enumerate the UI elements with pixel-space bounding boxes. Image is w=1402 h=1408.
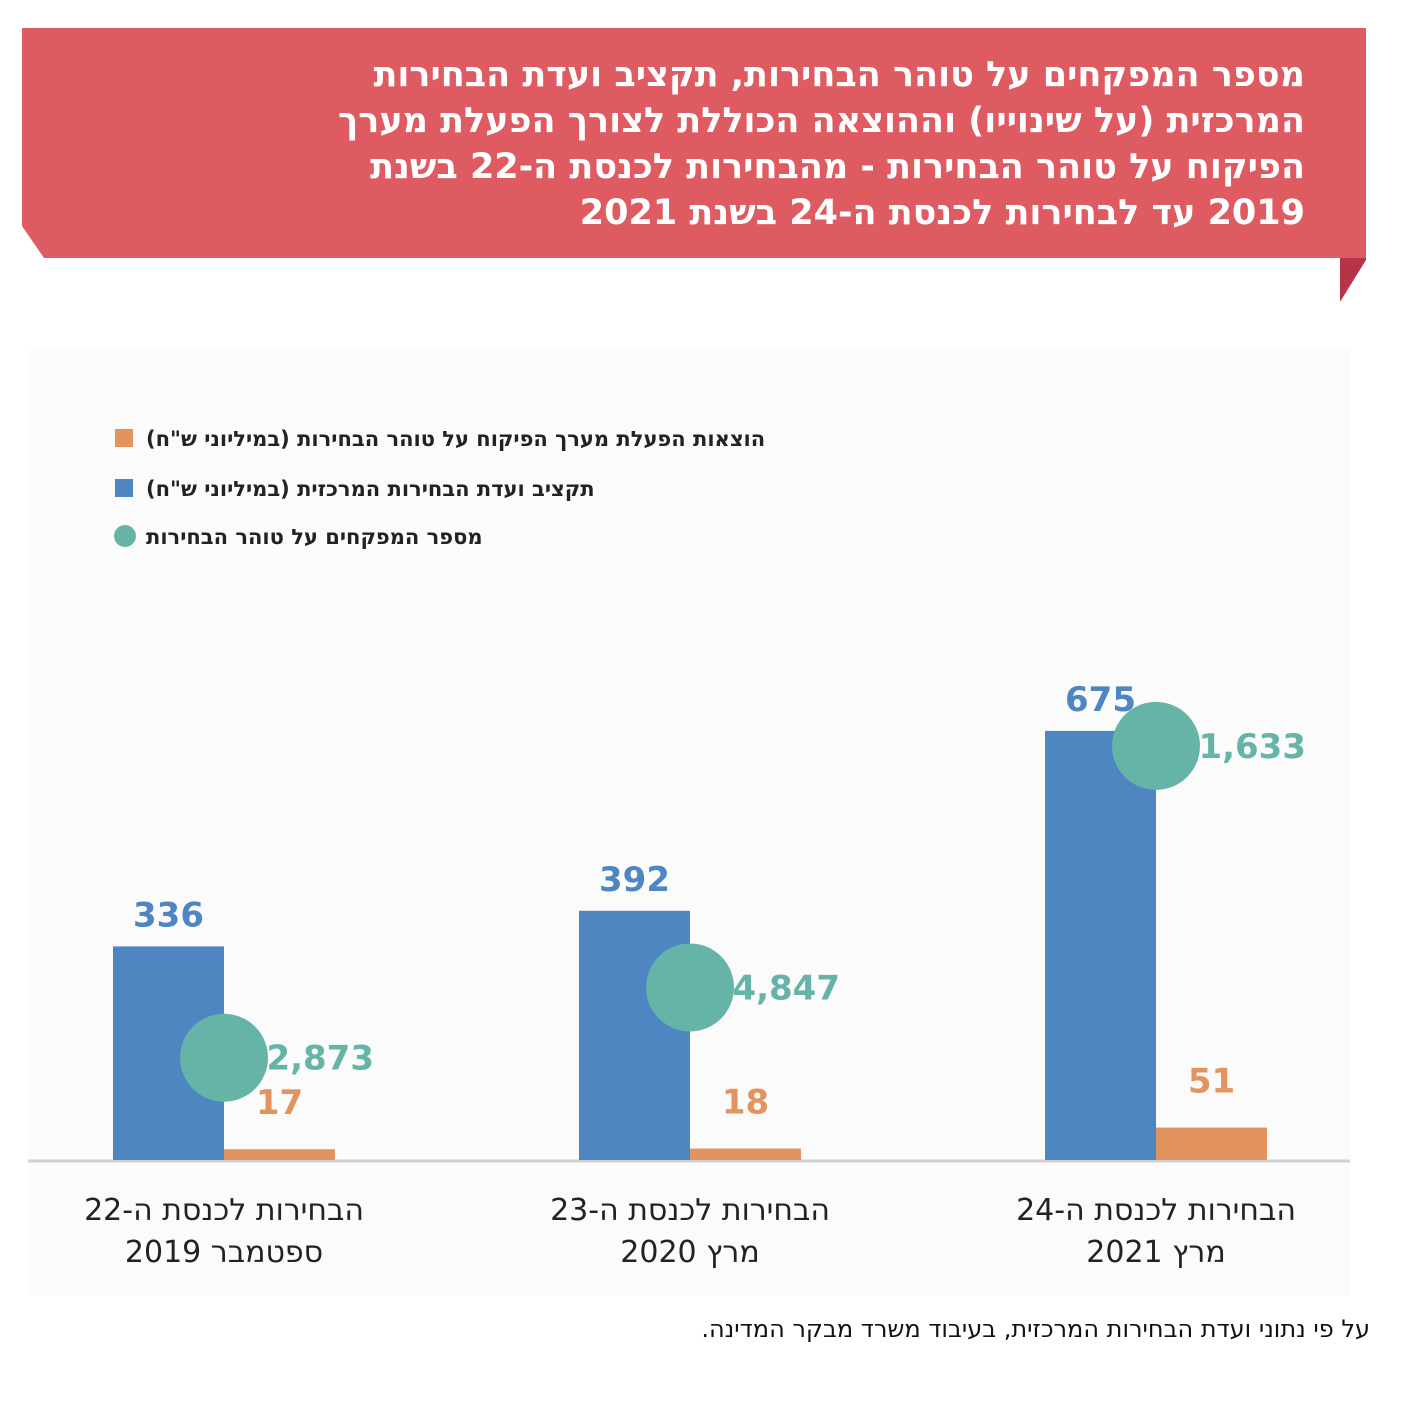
budget-value-label: 675 [1065, 680, 1136, 720]
chart-title: מספר המפקחים על טוהר הבחירות, תקציב ועדת… [130, 52, 1305, 236]
legend-label-supervisors: מספר המפקחים על טוהר הבחירות [146, 525, 483, 549]
election-chart: הוצאות הפעלת מערך הפיקוח על טוהר הבחירות… [28, 427, 1350, 1270]
supervisors-value-label: 4,847 [732, 968, 840, 1008]
expense-value-label: 17 [256, 1083, 303, 1123]
title-line: המרכזית (על שינוייו) וההוצאה הכוללת לצור… [338, 101, 1305, 141]
category-date-label: ספטמבר 2019 [125, 1235, 323, 1270]
title-line: הפיקוח על טוהר הבחירות - מהבחירות לכנסת … [370, 147, 1305, 187]
budget-value-label: 336 [133, 895, 204, 935]
expense-value-label: 51 [1188, 1062, 1235, 1102]
title-line: 2019 עד לבחירות לכנסת ה-24 בשנת 2021 [579, 193, 1305, 233]
supervisors-point [180, 1013, 268, 1102]
category-date-label: מרץ 2021 [1086, 1235, 1225, 1270]
supervisors-value-label: 11,633 [1175, 727, 1306, 767]
expense-value-label: 18 [722, 1083, 769, 1123]
budget-bar [1045, 730, 1156, 1160]
title-line: מספר המפקחים על טוהר הבחירות, תקציב ועדת… [373, 55, 1305, 95]
legend-label-expense: הוצאות הפעלת מערך הפיקוח על טוהר הבחירות… [146, 427, 765, 451]
category-label: הבחירות לכנסת ה-23 [550, 1193, 830, 1228]
legend-label-budget: תקציב ועדת הבחירות המרכזית (במיליוני ש"ח… [146, 477, 595, 501]
legend-marker-supervisors [114, 525, 136, 547]
legend-marker-expense [115, 429, 133, 447]
chart-panel: הוצאות הפעלת מערך הפיקוח על טוהר הבחירות… [28, 350, 1350, 1295]
supervisors-value-label: 2,873 [266, 1039, 374, 1079]
category-label: הבחירות לכנסת ה-24 [1016, 1193, 1296, 1228]
expense-bar [690, 1148, 801, 1160]
expense-bar [224, 1149, 335, 1160]
category-label: הבחירות לכנסת ה-22 [84, 1193, 364, 1228]
banner-ribbon [22, 28, 1366, 258]
supervisors-point [646, 943, 734, 1032]
supervisors-point [1112, 701, 1200, 790]
banner-fold [1340, 258, 1366, 302]
budget-value-label: 392 [599, 860, 670, 900]
category-date-label: מרץ 2020 [620, 1235, 759, 1270]
legend-marker-budget [115, 479, 133, 497]
source-note: על פי נתוני ועדת הבחירות המרכזית, בעיבוד… [701, 1315, 1370, 1343]
title-banner [22, 28, 1366, 302]
expense-bar [1156, 1127, 1267, 1160]
